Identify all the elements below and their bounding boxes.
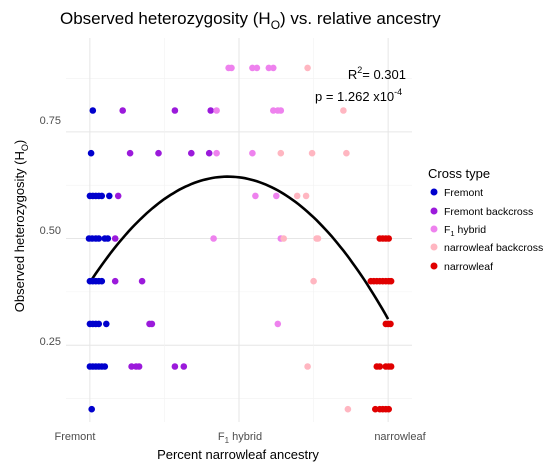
x-axis-label: Percent narrowleaf ancestry [157,447,319,462]
data-point [101,363,109,370]
data-point [228,64,235,72]
data-point [293,192,301,200]
data-point [119,107,126,114]
data-point [343,149,350,157]
data-point [98,192,106,200]
data-point [280,235,288,242]
y-tick-label: 0.25 [40,336,61,348]
data-point [98,277,106,285]
data-point [213,149,220,157]
data-point [135,363,143,370]
x-tick-label-fremont: Fremont [55,431,96,443]
legend-label-narrowleaf-backcross: narrowleaf backcross [444,242,543,254]
data-point [277,107,285,114]
y-tick-label: 0.50 [40,225,61,237]
chart-title: Observed heterozygosity (HO) vs. relativ… [60,9,441,32]
data-point [274,320,282,328]
r-squared-annotation: R2= 0.301 [348,65,406,82]
data-point [252,192,259,200]
data-point [344,405,352,413]
data-point [376,363,384,370]
data-point [249,149,256,157]
data-point [387,277,395,285]
data-point [188,149,195,157]
data-point [310,277,317,285]
data-point [340,107,347,114]
data-point [387,363,395,370]
legend-label-fremont-backcross: Fremont backcross [444,206,533,218]
legend-swatch-fremont [430,188,438,196]
data-point [207,107,214,114]
data-point [308,149,316,157]
data-point [155,149,162,157]
data-point [314,235,322,242]
data-point [385,235,393,242]
legend-label-narrowleaf: narrowleaf [444,261,493,273]
data-point [95,235,103,242]
data-point [138,277,146,285]
data-point [88,405,95,413]
data-point [253,64,261,72]
data-point [171,363,179,370]
data-point [213,107,220,114]
data-point [277,149,285,157]
data-point [148,320,156,328]
x-tick-label-f1-hybrid: F1 hybrid [218,431,262,445]
data-point [114,192,122,200]
data-point [171,107,179,114]
p-value-annotation: p = 1.262 x10-4 [315,87,402,104]
data-point [111,235,119,242]
fit-curve-layer [88,175,390,320]
data-point [210,235,217,242]
legend-label-fremont: Fremont [444,187,483,199]
legend: Cross type Fremont Fremont backcross F1 … [428,166,543,273]
y-tick-label: 0.75 [40,115,61,127]
data-point [87,149,95,157]
data-point [106,192,113,200]
legend-swatch-narrowleaf [430,262,438,270]
data-point [95,320,103,328]
data-point [270,64,277,72]
data-point [111,277,119,285]
legend-swatch-narrowleaf-backcross [430,243,438,251]
data-point [304,64,311,72]
data-point [385,405,393,413]
data-point [103,320,110,328]
data-point [273,192,280,200]
y-axis-label: Observed heterozygosity (HO) [12,140,30,312]
data-point [205,149,213,157]
legend-label-f1-hybrid: F1 hybrid [444,224,486,238]
data-point [302,192,310,200]
data-point [126,149,134,157]
x-tick-label-narrowleaf: narrowleaf [374,431,426,443]
fit-curve [88,175,390,320]
data-point [104,235,112,242]
legend-swatch-fremont-backcross [430,207,438,215]
data-point [304,363,311,370]
legend-swatch-f1-hybrid [430,225,438,233]
data-point [89,107,97,114]
data-point [180,363,188,370]
legend-title: Cross type [428,166,490,181]
data-point [387,320,394,328]
points-layer [85,64,395,413]
